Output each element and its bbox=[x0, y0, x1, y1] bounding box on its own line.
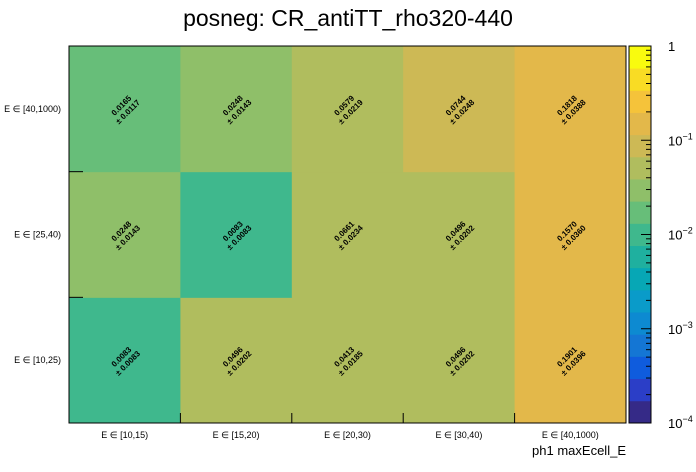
colorbar-segment bbox=[629, 312, 651, 335]
colorbar-segment bbox=[629, 245, 651, 269]
y-tick-labels: E ∈ [10,25) E ∈ [25,40) E ∈ [40,1000) bbox=[4, 104, 61, 365]
heatmap-cell bbox=[180, 297, 293, 424]
colorbar bbox=[628, 45, 652, 424]
y-tick-label: E ∈ [25,40) bbox=[14, 230, 61, 240]
colorbar-tick-label: 10−2 bbox=[668, 226, 693, 243]
colorbar-tick-label: 10−1 bbox=[668, 131, 693, 148]
heatmap-cell bbox=[403, 297, 516, 424]
colorbar-tick-label: 10−3 bbox=[668, 320, 693, 337]
x-tick-label: E ∈ [15,20) bbox=[213, 430, 260, 440]
colorbar-segment bbox=[629, 334, 651, 357]
heatmap-cell bbox=[69, 46, 181, 173]
heatmap-cell bbox=[514, 171, 627, 298]
colorbar-segment bbox=[629, 201, 651, 224]
heatmap-cell bbox=[180, 171, 293, 298]
heatmap-cell bbox=[69, 297, 181, 424]
colorbar-segment bbox=[629, 112, 651, 136]
axis-ticks bbox=[68, 45, 627, 424]
heatmap-cell bbox=[291, 171, 404, 298]
heatmap-cell bbox=[69, 171, 181, 298]
heatmap-cell bbox=[403, 46, 516, 173]
plot-frame bbox=[68, 45, 627, 424]
colorbar-tick-label: 1 bbox=[668, 39, 675, 54]
heatmap-cells bbox=[69, 46, 627, 424]
colorbar-tick-label: 10−4 bbox=[668, 414, 693, 431]
colorbar-segment bbox=[629, 267, 651, 291]
heatmap-cell bbox=[291, 46, 404, 173]
colorbar-segment bbox=[629, 134, 651, 158]
x-tick-label: E ∈ [40,1000) bbox=[542, 430, 599, 440]
colorbar-ticks: 1 10−1 10−2 10−3 10−4 bbox=[641, 39, 693, 431]
x-tick-labels: E ∈ [10,15) E ∈ [15,20) E ∈ [20,30) E ∈ [30… bbox=[101, 430, 598, 440]
colorbar-segment bbox=[629, 46, 651, 69]
colorbar-segment bbox=[629, 179, 651, 202]
heatmap-cell bbox=[180, 46, 293, 173]
x-tick-label: E ∈ [30,40) bbox=[435, 430, 482, 440]
chart-title: posneg: CR_antiTT_rho320-440 bbox=[183, 5, 513, 31]
heatmap-cell bbox=[514, 46, 627, 173]
colorbar-segment bbox=[629, 90, 651, 113]
colorbar-segment bbox=[629, 356, 651, 380]
colorbar-segment bbox=[629, 223, 651, 246]
colorbar-segment bbox=[629, 400, 651, 424]
heatmap-cell bbox=[291, 297, 404, 424]
heatmap-cell bbox=[403, 171, 516, 298]
x-tick-label: E ∈ [20,30) bbox=[324, 430, 371, 440]
colorbar-segment bbox=[629, 378, 651, 402]
x-tick-label: E ∈ [10,15) bbox=[101, 430, 148, 440]
heatmap-cell bbox=[514, 297, 627, 424]
colorbar-segment bbox=[629, 68, 651, 91]
y-tick-label: E ∈ [10,25) bbox=[14, 355, 61, 365]
x-axis-title: ph1 maxEcell_E bbox=[532, 443, 626, 458]
colorbar-segment bbox=[629, 289, 651, 313]
colorbar-segment bbox=[629, 156, 651, 180]
y-tick-label: E ∈ [40,1000) bbox=[4, 104, 61, 114]
